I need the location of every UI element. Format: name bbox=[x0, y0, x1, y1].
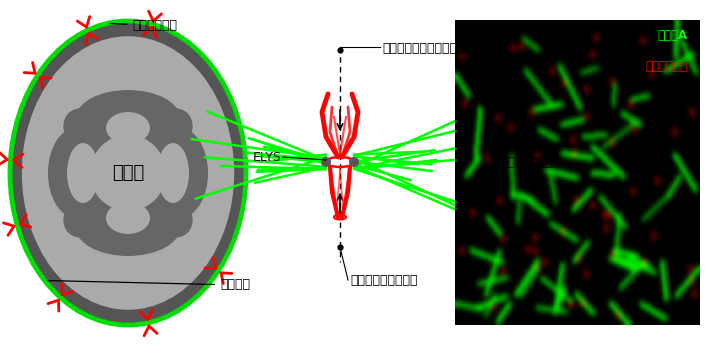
Ellipse shape bbox=[22, 36, 234, 310]
Text: ラミンフィラメント: ラミンフィラメント bbox=[350, 273, 417, 287]
Ellipse shape bbox=[152, 128, 208, 218]
Ellipse shape bbox=[106, 202, 150, 234]
Text: 細胞核: 細胞核 bbox=[112, 164, 144, 182]
Ellipse shape bbox=[48, 128, 104, 218]
Ellipse shape bbox=[148, 108, 192, 154]
Text: ELYS: ELYS bbox=[253, 151, 282, 163]
Ellipse shape bbox=[76, 90, 180, 146]
Text: 細胞核－細胞質間の物質輸送: 細胞核－細胞質間の物質輸送 bbox=[382, 42, 479, 55]
Circle shape bbox=[321, 157, 331, 167]
Text: 核ラミナ: 核ラミナ bbox=[48, 279, 250, 291]
Ellipse shape bbox=[157, 143, 189, 203]
Text: 核膜孔複合体: 核膜孔複合体 bbox=[110, 19, 178, 32]
Ellipse shape bbox=[148, 192, 192, 238]
Ellipse shape bbox=[63, 108, 109, 154]
Ellipse shape bbox=[106, 112, 150, 144]
Ellipse shape bbox=[67, 143, 99, 203]
Circle shape bbox=[349, 157, 359, 167]
Ellipse shape bbox=[90, 135, 166, 211]
Ellipse shape bbox=[63, 192, 109, 238]
Text: ラミンファイバー: ラミンファイバー bbox=[500, 155, 560, 169]
Ellipse shape bbox=[76, 200, 180, 256]
Ellipse shape bbox=[10, 21, 246, 325]
